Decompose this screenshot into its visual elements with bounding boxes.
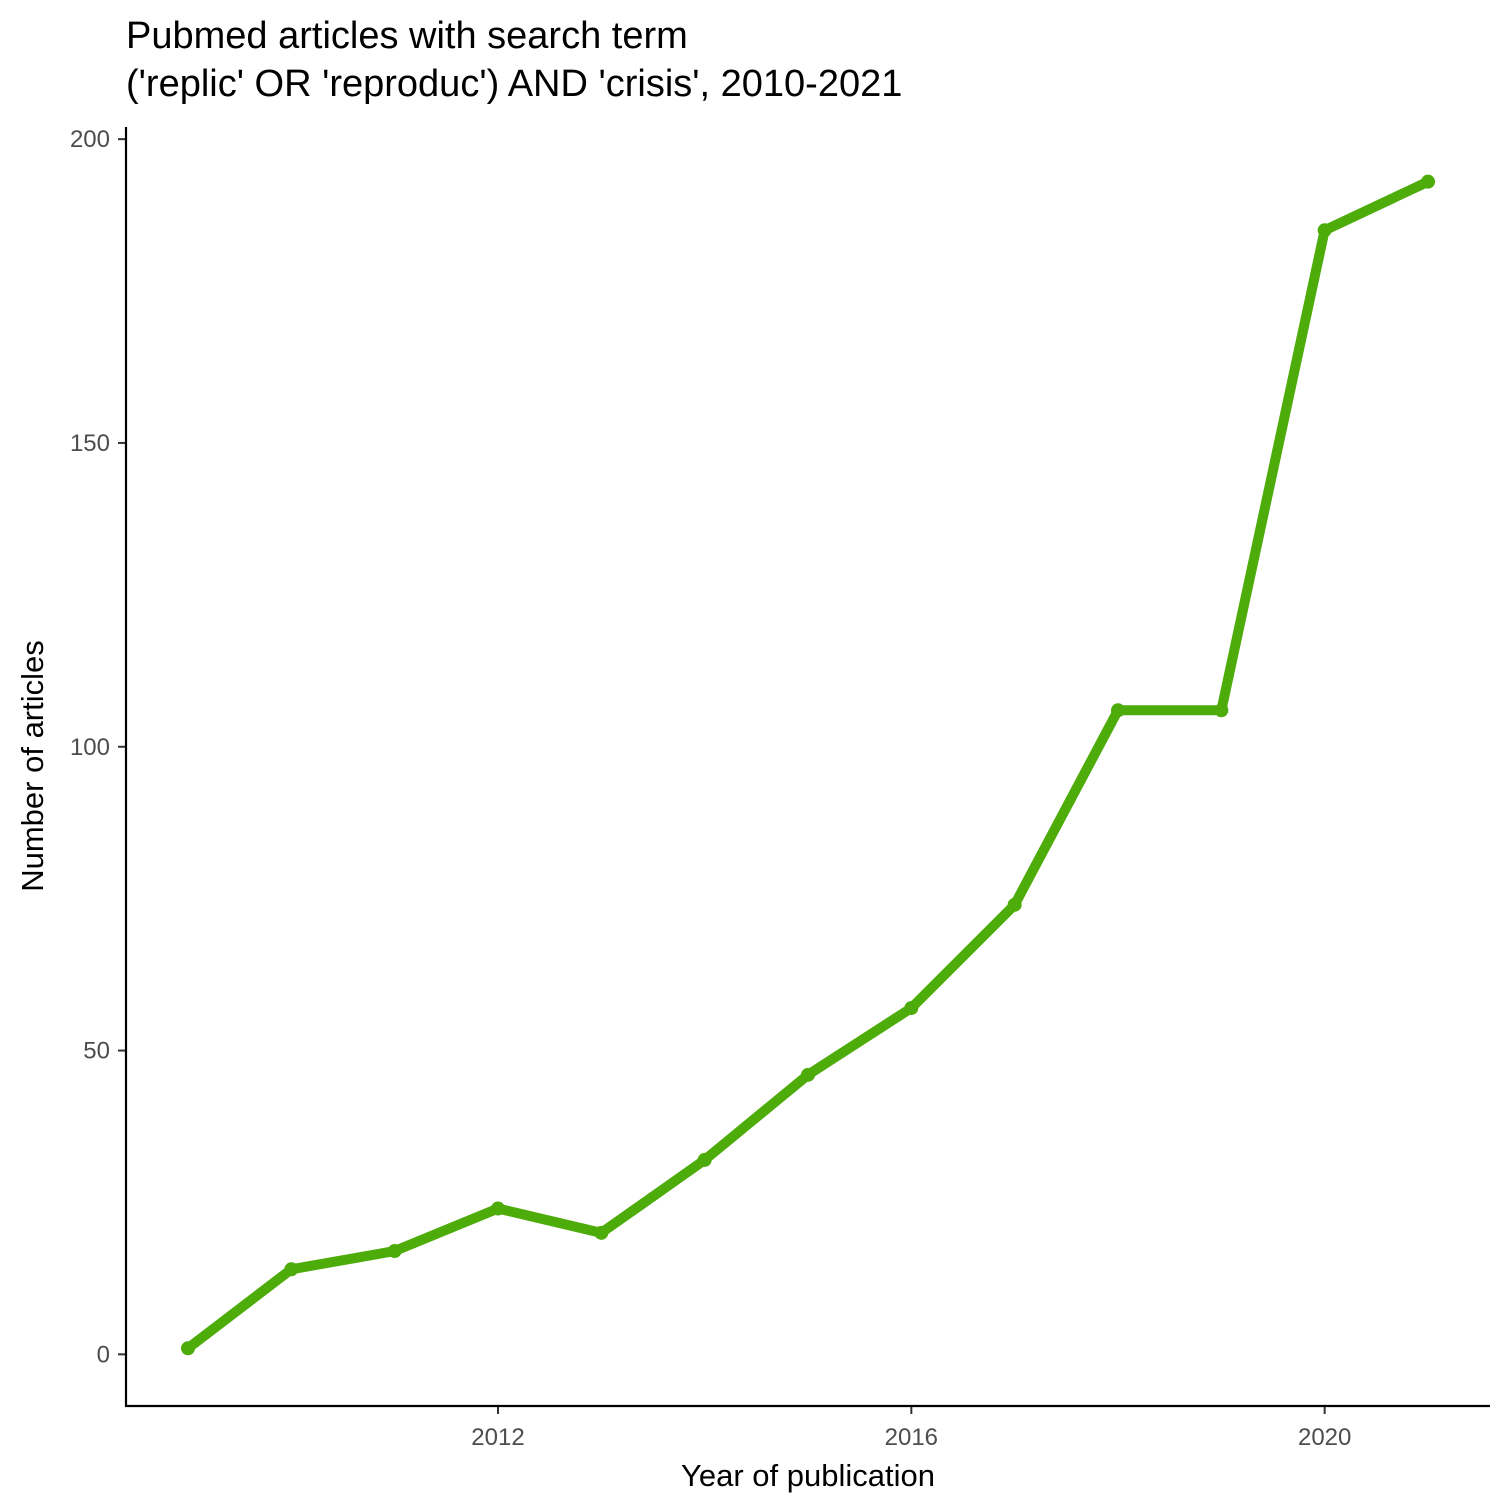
- x-tick-label-2012: 2012: [471, 1424, 524, 1451]
- y-axis-ticks: 0 50 100 150 200: [70, 126, 126, 1368]
- series-articles: [181, 174, 1435, 1356]
- data-point-2011: [387, 1244, 402, 1259]
- data-point-2018: [1111, 703, 1125, 718]
- data-point-2019: [1214, 703, 1229, 718]
- data-point-2010: [284, 1262, 299, 1277]
- data-point-2016: [904, 1001, 919, 1016]
- data-point-2009: [181, 1341, 195, 1356]
- x-axis-ticks: 2012 2016 2020: [471, 1406, 1351, 1451]
- x-tick-label-2016: 2016: [885, 1424, 938, 1451]
- chart-title: Pubmed articles with search term: [126, 15, 688, 57]
- data-point-2012: [491, 1201, 505, 1216]
- y-tick-label-100: 100: [70, 734, 110, 761]
- y-tick-label-200: 200: [70, 126, 110, 153]
- data-point-2014: [697, 1152, 712, 1167]
- data-point-2015: [801, 1067, 815, 1082]
- data-point-2020: [1317, 223, 1332, 238]
- data-point-2013: [594, 1225, 609, 1240]
- series-line: [183, 176, 1433, 1354]
- chart-subtitle: ('replic' OR 'reproduc') AND 'crisis', 2…: [126, 63, 902, 105]
- y-axis-title: Number of articles: [15, 640, 50, 892]
- x-tick-label-2020: 2020: [1298, 1424, 1351, 1451]
- data-point-2017: [1007, 897, 1022, 912]
- y-tick-label-0: 0: [97, 1341, 110, 1368]
- data-point-2021: [1421, 174, 1435, 189]
- y-tick-label-150: 150: [70, 430, 110, 457]
- y-tick-label-50: 50: [83, 1038, 110, 1065]
- x-axis-title: Year of publication: [681, 1458, 935, 1493]
